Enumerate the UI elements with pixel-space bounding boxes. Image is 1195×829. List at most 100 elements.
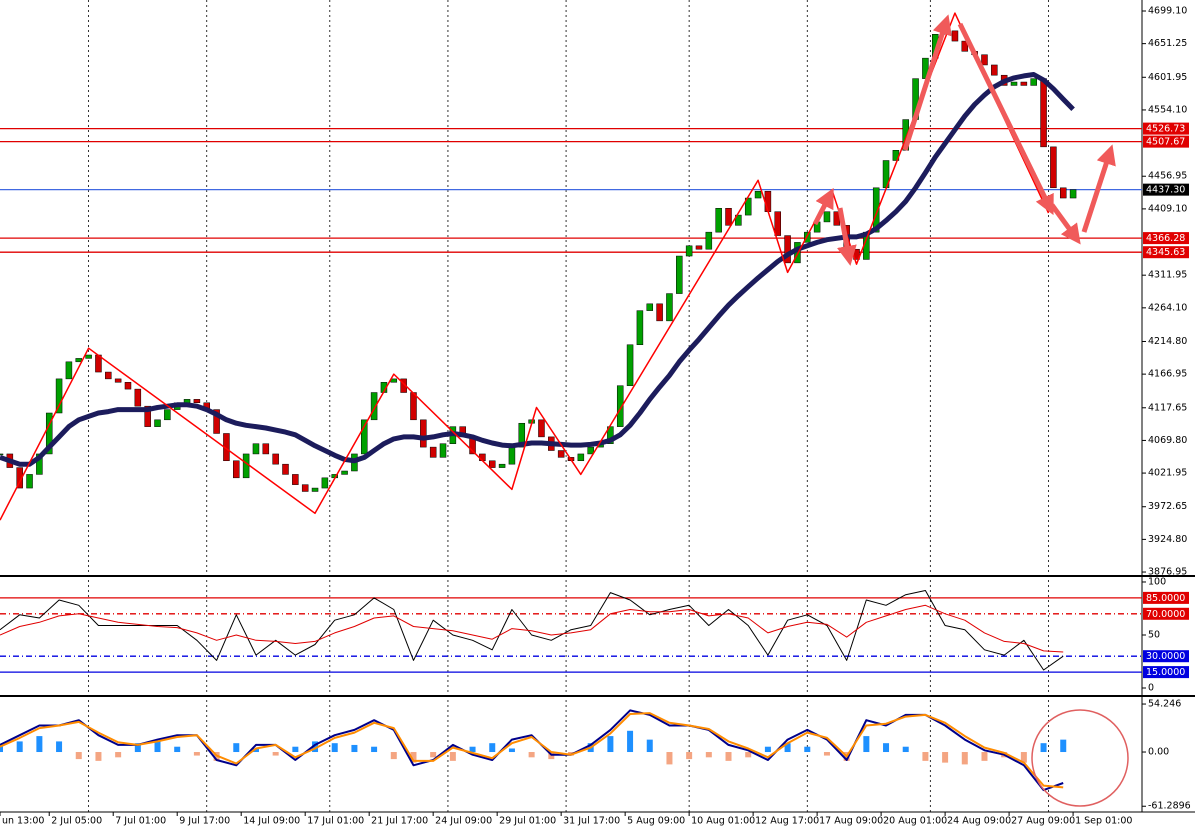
histogram-bar [961, 752, 968, 765]
histogram-bar [56, 741, 63, 753]
y-tick-label: 4409.10 [1148, 203, 1187, 214]
candle [715, 208, 722, 233]
arrow [957, 22, 1054, 216]
candle [252, 443, 260, 455]
histogram-bar [252, 748, 259, 753]
y-tick-label: 4021.95 [1148, 468, 1187, 479]
candle [321, 477, 329, 489]
y-tick-label: 0.00 [1148, 747, 1169, 758]
histogram-bar [883, 743, 890, 753]
candle [666, 293, 673, 322]
candle [1069, 189, 1077, 199]
candle [705, 231, 713, 250]
histogram-bar [981, 752, 988, 761]
y-tick-label: 3972.65 [1148, 501, 1187, 512]
x-tick-label: 20 Aug 01:00 [883, 816, 947, 827]
histogram-bar [75, 752, 82, 760]
candle [45, 412, 53, 455]
candle [390, 378, 398, 383]
level-box [1143, 135, 1189, 148]
candle [656, 303, 663, 322]
candle [154, 419, 161, 427]
candle [311, 487, 319, 492]
histogram-bar [233, 743, 240, 753]
candle [961, 40, 969, 52]
candle [1030, 78, 1037, 86]
x-tick-label: 17 Aug 09:00 [819, 816, 883, 827]
candle [85, 354, 92, 359]
histogram-bar [16, 741, 23, 753]
x-tick-label: 31 Jul 17:00 [563, 816, 620, 827]
candle [991, 64, 998, 76]
x-tick-label: 1 Sep 01:00 [1075, 816, 1132, 827]
level-label: 4345.63 [1146, 247, 1185, 258]
candle [518, 422, 526, 448]
histogram-bar [312, 741, 319, 753]
x-tick-label: 7 Jul 01:00 [115, 816, 166, 827]
histogram-bar [95, 752, 102, 761]
oscillator-line [0, 604, 1064, 653]
level-label: 4526.73 [1146, 124, 1185, 135]
y-tick-label: 3924.80 [1148, 534, 1187, 545]
x-tick-label: 10 Aug 01:00 [691, 816, 755, 827]
y-tick-label: 4311.95 [1148, 270, 1187, 281]
level-label: 4437.30 [1146, 185, 1185, 196]
histogram-bar [115, 752, 122, 758]
candle [784, 235, 791, 264]
moving-average [0, 72, 1075, 467]
candle [557, 450, 565, 458]
annotation-arrows [812, 14, 1116, 266]
histogram-bar [193, 752, 200, 756]
y-tick-label: 4264.10 [1148, 302, 1187, 313]
arrow [1081, 144, 1116, 233]
level-box [1143, 183, 1189, 196]
candle [183, 399, 191, 404]
candle [114, 378, 122, 383]
histogram-bar [627, 730, 634, 753]
candle [616, 385, 624, 427]
histogram-bar [410, 752, 417, 763]
candle [1040, 78, 1047, 148]
histogram-bar [686, 752, 693, 760]
histogram-bar [942, 752, 949, 763]
candle [55, 378, 63, 414]
candle [213, 409, 220, 434]
candle [508, 446, 516, 465]
candle [1010, 81, 1018, 86]
histogram-bar [292, 746, 299, 753]
level-box [1143, 246, 1189, 259]
histogram-bar [863, 736, 870, 753]
y-tick-label: 4117.65 [1148, 402, 1187, 413]
histogram-bar [134, 743, 141, 753]
candle [636, 310, 644, 346]
candle [301, 484, 309, 492]
arrow [902, 14, 952, 151]
x-tick-label: 27 Aug 09:00 [1011, 816, 1075, 827]
histogram-bar [528, 752, 535, 758]
candle [695, 245, 703, 250]
level-box [1143, 232, 1189, 245]
candle [1059, 187, 1067, 199]
level-box [1143, 666, 1189, 679]
level-label: 70.0000 [1146, 609, 1185, 620]
histogram-bar [449, 752, 456, 761]
candle [439, 443, 447, 458]
histogram-bar [154, 741, 161, 753]
candle [124, 382, 132, 390]
x-tick-label: un 13:00 [2, 816, 44, 827]
candle [1050, 146, 1057, 189]
x-tick-label: 5 Aug 09:00 [627, 816, 685, 827]
candle [1020, 81, 1028, 86]
candle [105, 371, 112, 380]
histogram-bar [666, 752, 673, 765]
candle [981, 54, 988, 66]
candle [420, 419, 427, 448]
level-box [1143, 607, 1189, 620]
candle [134, 388, 142, 407]
y-tick-label: 4069.80 [1148, 435, 1187, 446]
candle [951, 30, 959, 42]
candle [725, 208, 732, 226]
histogram-bar [174, 746, 181, 753]
histogram-bar [331, 743, 338, 753]
